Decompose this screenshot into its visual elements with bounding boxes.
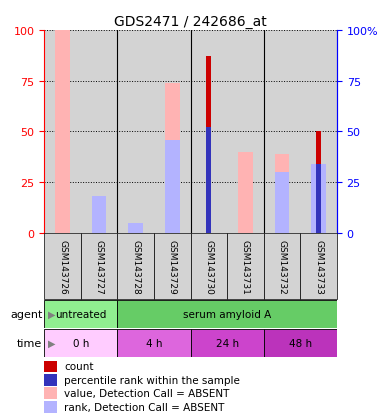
Text: time: time [17, 338, 42, 348]
Bar [191, 233, 227, 299]
Bar [44, 387, 57, 399]
Text: GSM143729: GSM143729 [168, 239, 177, 294]
Bar [165, 140, 179, 233]
Bar [44, 233, 81, 299]
Text: agent: agent [10, 309, 42, 319]
Text: ▶: ▶ [48, 309, 55, 319]
Bar [206, 57, 211, 233]
Bar [264, 329, 337, 357]
Text: GSM143728: GSM143728 [131, 239, 140, 294]
Text: ▶: ▶ [48, 338, 55, 348]
Text: value, Detection Call = ABSENT: value, Detection Call = ABSENT [64, 389, 230, 399]
Text: GSM143731: GSM143731 [241, 239, 250, 294]
Bar [44, 361, 57, 373]
Text: 48 h: 48 h [289, 338, 312, 348]
Bar [311, 164, 326, 233]
Text: GSM143726: GSM143726 [58, 239, 67, 294]
Text: 24 h: 24 h [216, 338, 239, 348]
Bar [117, 300, 337, 328]
Bar [81, 233, 117, 299]
Bar [154, 233, 191, 299]
Bar [275, 154, 290, 233]
Bar [227, 233, 264, 299]
Text: count: count [64, 362, 94, 372]
Bar [117, 329, 191, 357]
Text: GSM143730: GSM143730 [204, 239, 213, 294]
Bar [44, 329, 117, 357]
Bar [165, 83, 179, 233]
Bar [55, 31, 70, 233]
Bar [300, 233, 337, 299]
Bar [92, 197, 106, 233]
Title: GDS2471 / 242686_at: GDS2471 / 242686_at [114, 14, 267, 28]
Bar [44, 374, 57, 386]
Bar [191, 329, 264, 357]
Text: GSM143732: GSM143732 [278, 239, 286, 294]
Bar [316, 164, 321, 233]
Bar [44, 401, 57, 413]
Text: GSM143733: GSM143733 [314, 239, 323, 294]
Text: untreated: untreated [55, 309, 107, 319]
Bar [275, 173, 290, 233]
Bar [206, 128, 211, 233]
Bar [92, 207, 106, 233]
Text: rank, Detection Call = ABSENT: rank, Detection Call = ABSENT [64, 402, 225, 412]
Bar [316, 132, 321, 233]
Text: serum amyloid A: serum amyloid A [183, 309, 271, 319]
Bar [44, 300, 117, 328]
Bar [129, 223, 143, 233]
Bar [238, 152, 253, 233]
Bar [117, 233, 154, 299]
Text: percentile rank within the sample: percentile rank within the sample [64, 375, 240, 385]
Text: 4 h: 4 h [146, 338, 162, 348]
Bar [264, 233, 300, 299]
Text: 0 h: 0 h [73, 338, 89, 348]
Text: GSM143727: GSM143727 [95, 239, 104, 294]
